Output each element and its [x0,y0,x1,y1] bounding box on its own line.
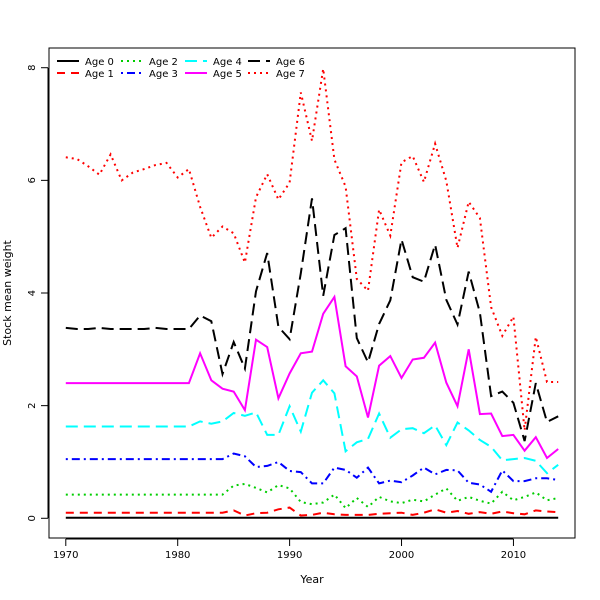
y-axis-label: Stock mean weight [1,239,14,345]
y-tick-label: 6 [27,177,38,183]
series-line-age-1 [65,506,559,517]
y-tick-label: 2 [27,402,38,408]
series-line-age-4 [65,378,559,475]
legend-label: Age 7 [276,69,305,80]
x-tick-label: 2010 [501,550,526,561]
series-lines [65,68,559,519]
legend-label: Age 0 [85,57,114,68]
x-axis: 1970 1980 1990 2000 2010 [53,538,526,561]
series-line-age-7 [65,68,559,431]
series-line-age-3 [65,452,559,494]
x-tick-label: 1970 [53,550,78,561]
series-line-age-2 [65,482,559,510]
y-tick-label: 0 [27,515,38,521]
legend-label: Age 4 [213,57,242,68]
legend-label: Age 1 [85,69,114,80]
series-line-age-5 [65,294,559,460]
x-tick-label: 1980 [165,550,190,561]
x-axis-label: Year [299,573,324,586]
legend-label: Age 6 [276,57,305,68]
legend-label: Age 2 [149,57,178,68]
legend-label: Age 5 [213,69,242,80]
y-tick-label: 4 [27,290,38,296]
y-axis: 0 2 4 6 8 [27,65,49,521]
series-line-age-6 [65,198,559,442]
legend-label: Age 3 [149,69,178,80]
x-tick-label: 2000 [389,550,414,561]
y-tick-label: 8 [27,65,38,71]
x-tick-label: 1990 [277,550,302,561]
plot-frame [48,47,576,539]
